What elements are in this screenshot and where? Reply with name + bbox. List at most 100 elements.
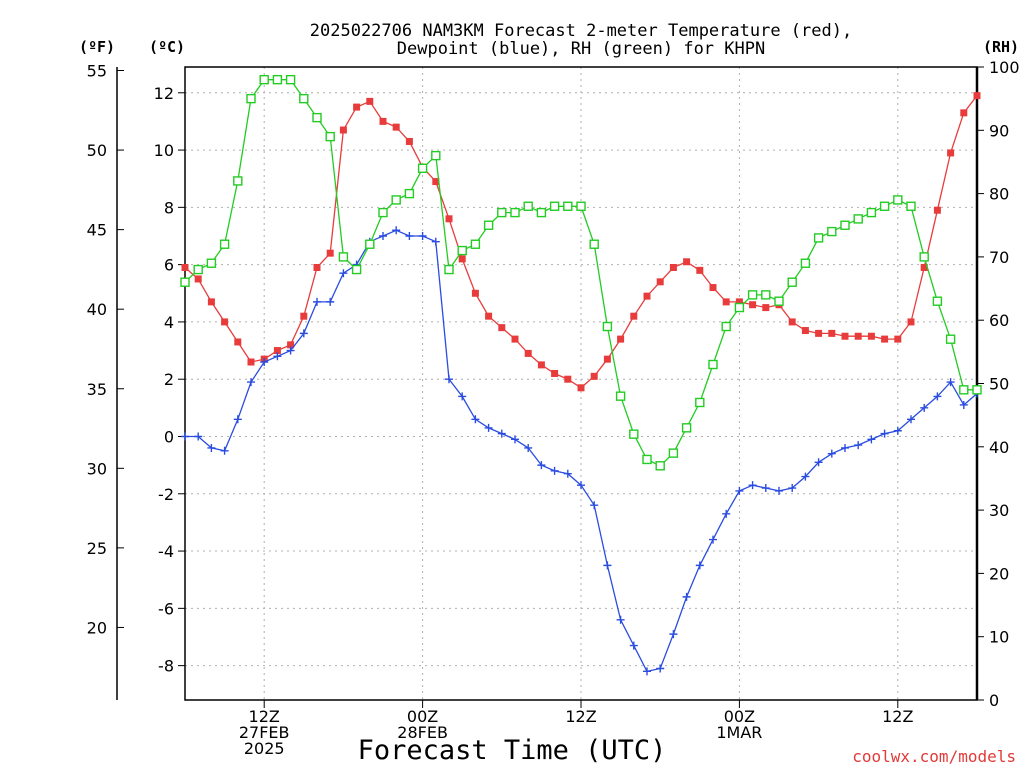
- rh-tick-label: 100: [989, 58, 1020, 77]
- plot-frame: [184, 66, 978, 701]
- data-point: [405, 137, 413, 145]
- rh-tick-label: 40: [989, 438, 1009, 457]
- data-point: [815, 329, 823, 337]
- data-point: [748, 481, 757, 490]
- x-axis-title: Forecast Time (UTC): [358, 735, 667, 766]
- data-point: [906, 201, 916, 211]
- data-point: [285, 74, 296, 85]
- x-tick-label: 12Z: [565, 707, 596, 726]
- data-point: [325, 131, 335, 142]
- data-point: [207, 298, 215, 306]
- data-point: [221, 318, 229, 326]
- data-point: [497, 207, 507, 218]
- celsius-tick-label: 4: [164, 313, 174, 332]
- data-point: [683, 258, 691, 266]
- data-point: [273, 347, 281, 355]
- rh-tick-label: 10: [989, 628, 1009, 647]
- data-point: [272, 74, 283, 85]
- data-point: [603, 355, 611, 363]
- celsius-tick-label: -8: [158, 657, 174, 676]
- data-point: [220, 446, 229, 455]
- data-point: [788, 318, 796, 326]
- data-point: [523, 201, 533, 211]
- data-point: [629, 429, 639, 439]
- fahrenheit-tick-label: 20: [87, 618, 107, 637]
- data-point: [827, 226, 837, 237]
- celsius-tick-label: 6: [164, 256, 174, 275]
- data-point: [945, 334, 956, 344]
- chart-title-line-1: 2025022706 NAM3KM Forecast 2-meter Tempe…: [310, 21, 852, 41]
- data-point: [893, 195, 903, 205]
- data-point: [879, 201, 890, 211]
- data-point: [616, 615, 625, 624]
- data-point: [299, 329, 308, 338]
- x-tick-label: 12Z: [882, 707, 913, 726]
- data-point: [378, 207, 388, 218]
- data-point: [959, 385, 969, 395]
- data-point: [471, 415, 480, 424]
- data-point: [194, 432, 203, 441]
- data-point: [669, 263, 677, 271]
- celsius-tick-label: 10: [154, 141, 174, 160]
- data-point: [590, 501, 599, 510]
- data-point: [471, 289, 479, 297]
- data-point: [484, 423, 493, 432]
- rh-tick-label: 70: [989, 248, 1009, 267]
- data-point: [234, 338, 242, 346]
- data-point: [774, 296, 784, 306]
- axes: -8-6-4-202468101220253035404550550102030…: [87, 58, 1020, 758]
- fahrenheit-tick-label: 30: [87, 459, 107, 478]
- data-point: [881, 335, 889, 343]
- data-point: [682, 592, 691, 601]
- data-point: [947, 149, 955, 157]
- data-point: [524, 443, 533, 452]
- data-point: [536, 207, 547, 218]
- data-point: [867, 332, 875, 340]
- data-point: [617, 335, 625, 343]
- data-point: [972, 385, 982, 395]
- data-point: [695, 397, 705, 408]
- data-point: [510, 207, 520, 218]
- fahrenheit-tick-label: 25: [87, 539, 107, 558]
- data-point: [313, 263, 321, 271]
- data-point: [404, 188, 415, 199]
- rh-tick-label: 60: [989, 311, 1009, 330]
- fahrenheit-tick-label: 50: [87, 141, 107, 160]
- fahrenheit-tick-label: 40: [87, 300, 107, 319]
- data-point: [960, 109, 968, 117]
- data-point: [919, 252, 929, 262]
- data-point: [907, 318, 915, 326]
- data-point: [735, 486, 744, 495]
- data-point: [338, 252, 349, 262]
- data-point: [656, 278, 664, 286]
- rh-tick-label: 20: [989, 564, 1009, 583]
- data-point: [854, 332, 862, 340]
- data-point: [549, 201, 560, 211]
- data-point: [867, 435, 876, 444]
- data-point: [537, 461, 546, 470]
- data-point: [432, 178, 440, 186]
- x-tick-label: 00Z: [724, 707, 755, 726]
- data-point: [444, 264, 454, 275]
- data-point: [801, 472, 810, 481]
- data-point: [313, 297, 321, 306]
- data-point: [603, 561, 612, 570]
- data-point: [709, 284, 717, 292]
- x-tick-label: 1MAR: [716, 723, 762, 742]
- data-point: [365, 239, 375, 249]
- rh-unit-label: (RH): [983, 38, 1019, 56]
- data-point: [681, 423, 692, 433]
- data-point: [511, 335, 519, 343]
- data-point: [445, 215, 453, 223]
- data-point: [841, 443, 849, 452]
- celsius-unit-label: (ºC): [149, 38, 185, 56]
- data-point: [668, 448, 679, 458]
- data-point: [576, 201, 586, 211]
- data-point: [629, 641, 638, 650]
- data-point: [470, 239, 481, 249]
- grid: [185, 67, 977, 700]
- celsius-tick-label: 8: [164, 198, 174, 217]
- data-point: [827, 449, 836, 458]
- data-point: [312, 112, 322, 123]
